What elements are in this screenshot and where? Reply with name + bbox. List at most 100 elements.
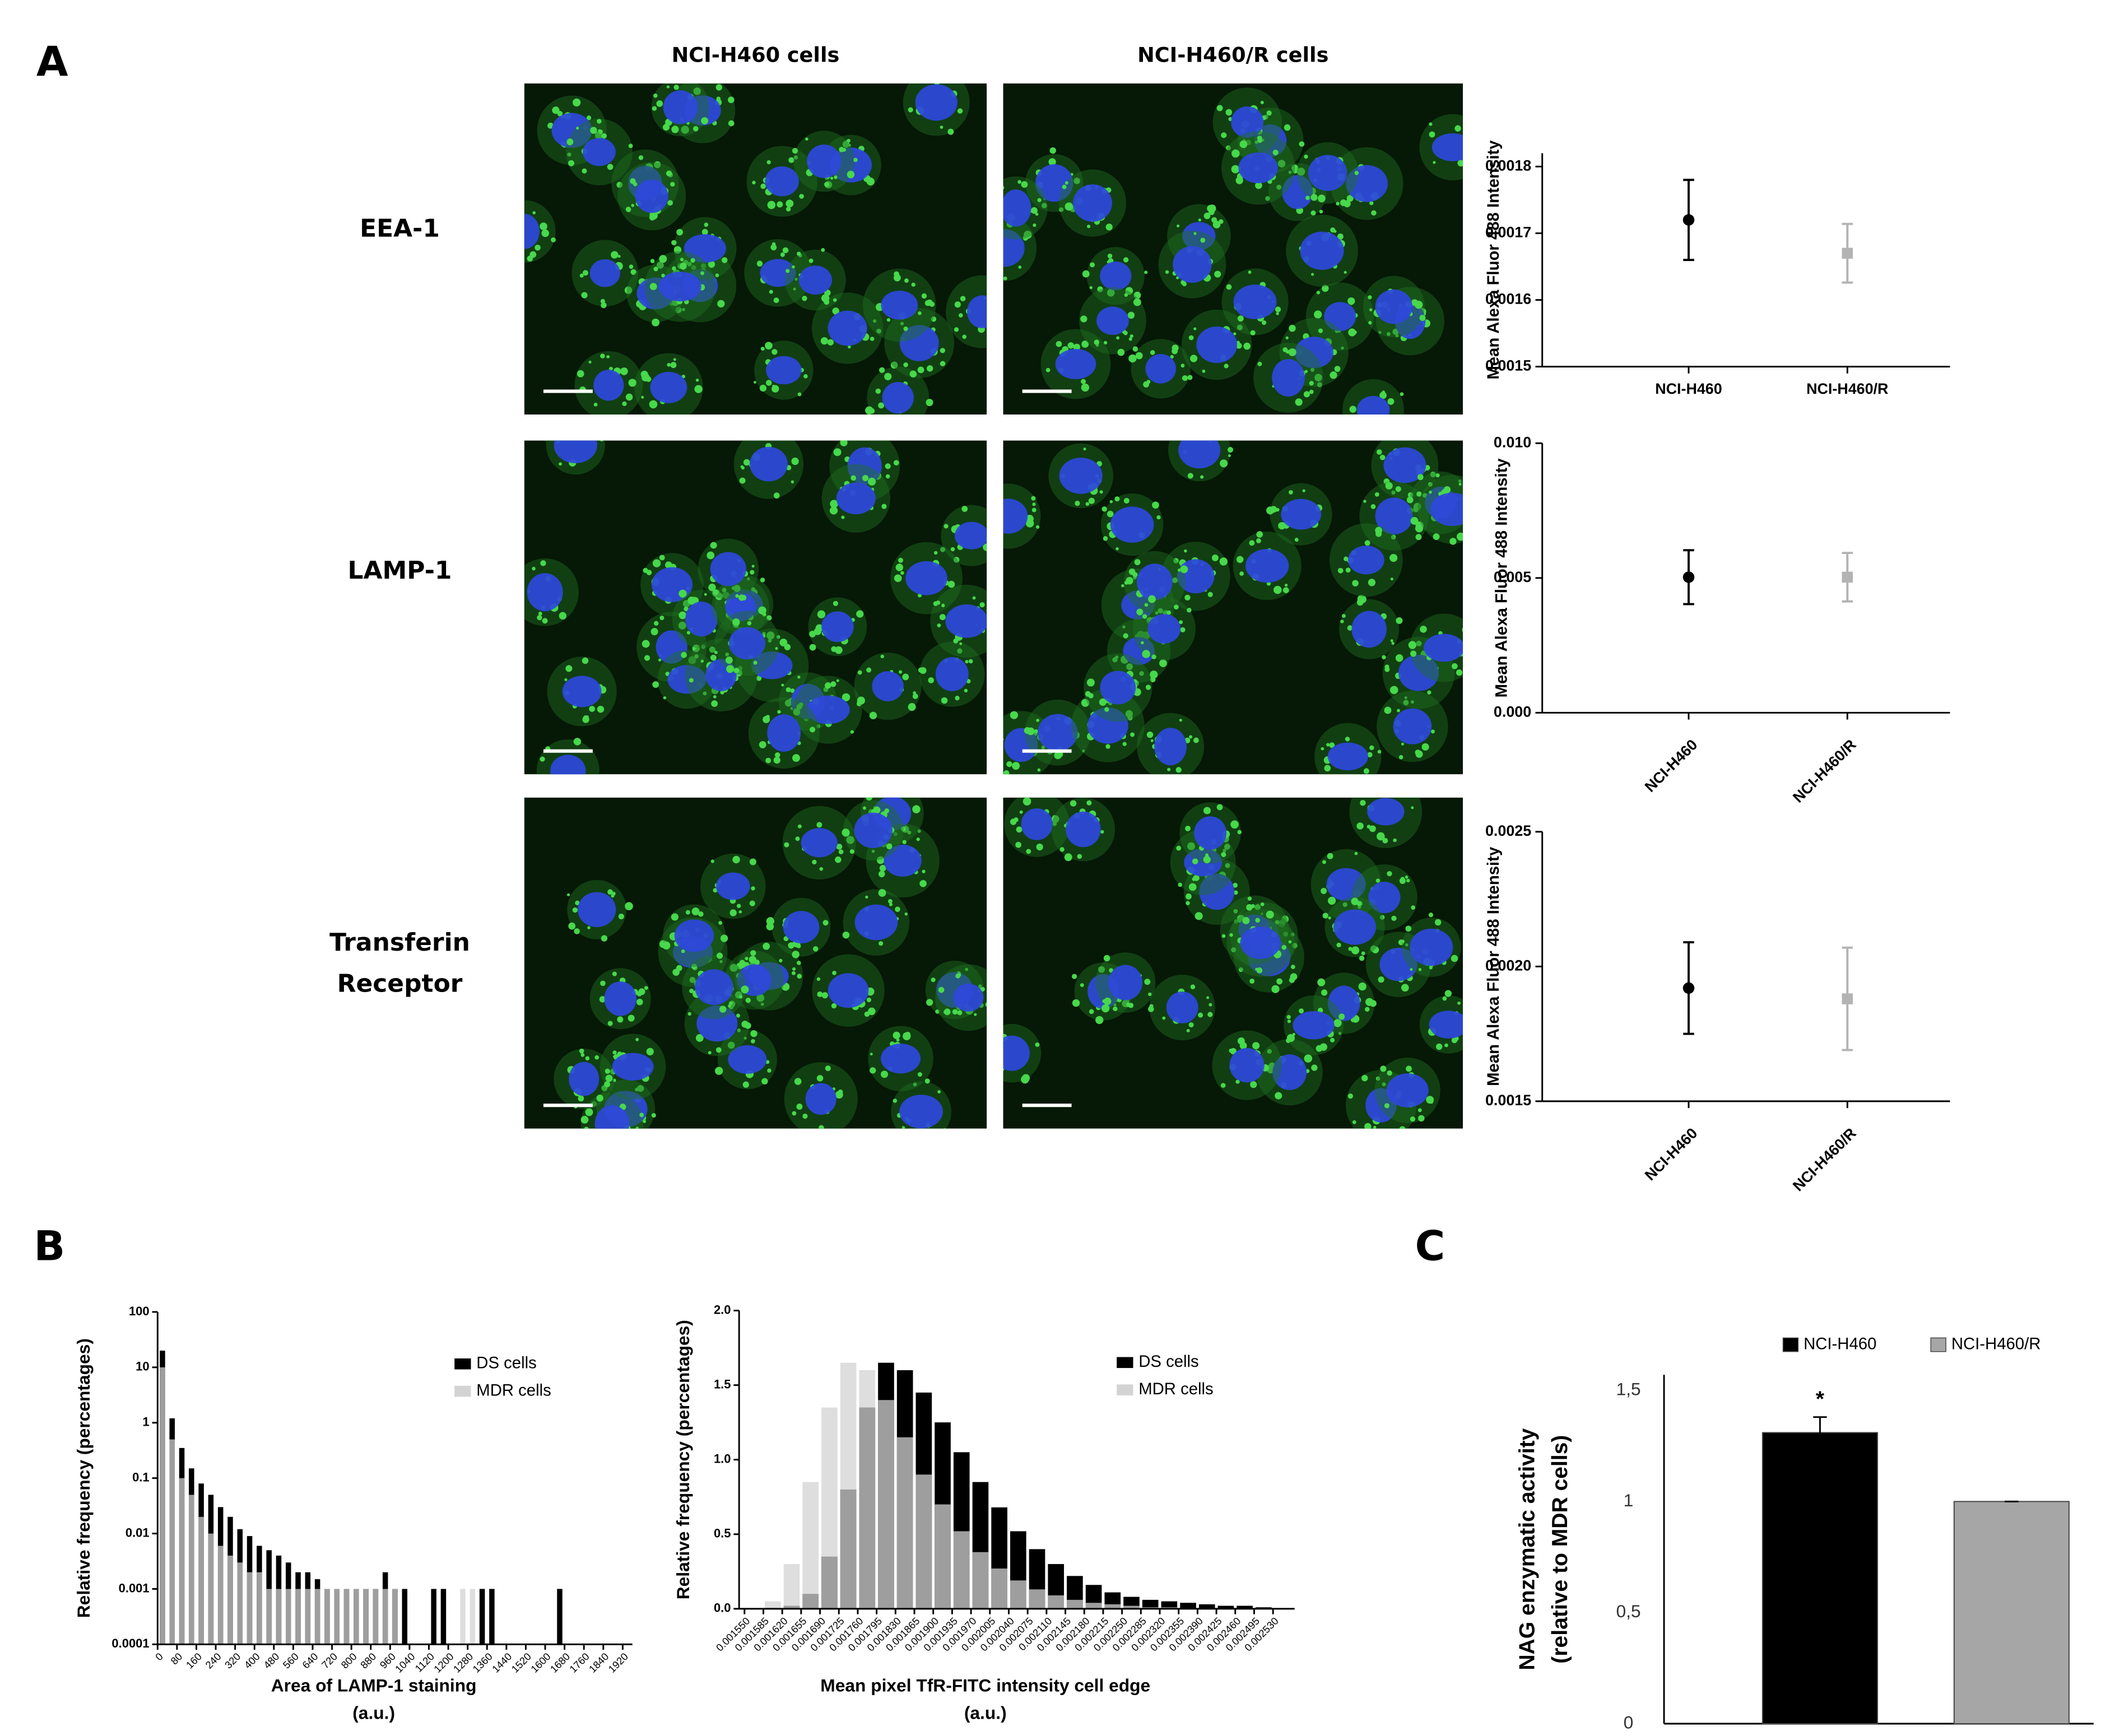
vesicle	[842, 829, 850, 837]
histogram-bar	[1237, 1605, 1253, 1609]
vesicle	[950, 547, 955, 552]
vesicle	[848, 345, 851, 349]
vesicle	[1277, 160, 1286, 167]
vesicle	[1358, 782, 1361, 786]
vesicle	[983, 543, 987, 551]
histogram-bar	[953, 1531, 970, 1609]
vesicle	[1257, 361, 1262, 366]
vesicle	[766, 923, 774, 930]
vesicle	[894, 574, 902, 583]
vesicle	[1159, 659, 1167, 667]
vesicle	[578, 1095, 584, 1102]
marker	[1842, 571, 1853, 583]
x-tick-label: 880	[358, 1650, 378, 1670]
vesicle	[956, 972, 961, 978]
vesicle	[1062, 184, 1067, 189]
vesicle	[1200, 475, 1204, 479]
vesicle	[1419, 314, 1426, 321]
vesicle	[739, 477, 746, 484]
histogram-bar	[1067, 1599, 1083, 1609]
vesicle	[1173, 604, 1179, 610]
vesicle	[1396, 709, 1400, 713]
vesicle	[579, 775, 587, 783]
vesicle	[875, 388, 881, 394]
vesicle	[1151, 654, 1156, 659]
vesicle	[1374, 492, 1379, 497]
y-axis-label: (relative to MDR cells)	[1548, 1435, 1572, 1664]
vesicle	[931, 978, 936, 983]
vesicle	[1364, 540, 1370, 546]
nucleus	[766, 356, 802, 384]
y-tick-label: 1	[1624, 1490, 1634, 1510]
nucleus	[1272, 359, 1305, 397]
vesicle	[1227, 446, 1234, 453]
vesicle	[1296, 167, 1305, 176]
vesicle	[681, 651, 687, 658]
vesicle	[793, 708, 801, 716]
vesicle	[673, 246, 682, 254]
nucleus	[554, 440, 598, 463]
vesicle	[974, 1013, 977, 1016]
vesicle	[568, 922, 576, 930]
vesicle	[1271, 985, 1280, 993]
vesicle	[993, 320, 997, 323]
vesicle	[585, 424, 588, 427]
vesicle	[1344, 556, 1349, 561]
vesicle	[1031, 508, 1037, 513]
vesicle	[1429, 122, 1433, 126]
vesicle	[1288, 348, 1296, 356]
vesicle	[1430, 729, 1435, 734]
vesicle	[1081, 383, 1090, 392]
vesicle	[1086, 800, 1092, 806]
vesicle	[1080, 379, 1086, 384]
y-axis-label: Relative frequency (percentages)	[73, 1338, 94, 1618]
vesicle	[1188, 335, 1194, 341]
vesicle	[775, 647, 778, 650]
vesicle	[767, 1068, 771, 1073]
vesicle	[604, 1081, 611, 1087]
nucleus	[767, 714, 801, 752]
vesicle	[620, 367, 628, 375]
vesicle	[819, 1125, 824, 1129]
vesicle	[1341, 346, 1344, 350]
vesicle	[1144, 979, 1151, 985]
vesicle	[817, 991, 823, 997]
vesicle	[738, 594, 745, 601]
vesicle	[939, 614, 946, 621]
vesicle	[887, 899, 893, 904]
vesicle	[746, 577, 750, 581]
vesicle	[1257, 138, 1262, 143]
vesicle	[691, 964, 698, 970]
vesicle	[835, 856, 842, 863]
vesicle	[695, 378, 699, 382]
vesicle	[1336, 942, 1341, 948]
nucleus	[1035, 164, 1073, 202]
vesicle	[625, 207, 631, 212]
vesicle	[1457, 160, 1463, 167]
vesicle	[710, 859, 714, 863]
vesicle	[564, 678, 568, 682]
vesicle	[1428, 913, 1434, 918]
vesicle	[1251, 904, 1255, 909]
vesicle	[641, 395, 644, 399]
histogram-bar	[402, 1589, 408, 1645]
vesicle	[532, 566, 536, 571]
x-tick-label: 1040	[393, 1650, 417, 1675]
nucleus	[1038, 714, 1078, 751]
vesicle	[924, 1078, 930, 1084]
vesicle	[797, 676, 801, 679]
nucleus	[1147, 614, 1181, 644]
vesicle	[947, 580, 955, 588]
vesicle	[722, 588, 727, 593]
vesicle	[649, 400, 658, 409]
histogram-bar	[198, 1516, 204, 1645]
vesicle	[1115, 655, 1119, 659]
vesicle	[1203, 855, 1211, 864]
vesicle	[1103, 536, 1108, 541]
vesicle	[794, 277, 798, 281]
vesicle	[1071, 974, 1077, 979]
vesicle	[1420, 625, 1427, 633]
vesicle	[917, 366, 924, 374]
vesicle	[1237, 830, 1242, 835]
vesicle	[798, 702, 803, 707]
